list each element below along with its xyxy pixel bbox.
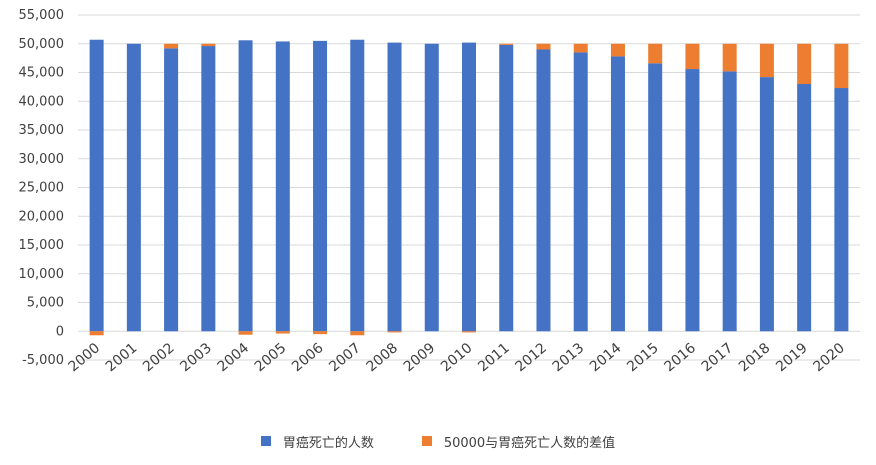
bar-series-2-2014 <box>610 43 625 57</box>
bar-series-2-2002 <box>164 43 179 49</box>
bar-series-2-2000 <box>89 331 104 336</box>
x-tick-label: 2004 <box>215 340 253 375</box>
bar-series-2-2010 <box>462 331 476 333</box>
bar-series-1-2012 <box>536 49 551 332</box>
y-tick-label: 55,000 <box>19 8 65 23</box>
x-tick-label: 2011 <box>475 340 513 375</box>
bar-series-2-2008 <box>387 331 402 333</box>
bar-series-2-2012 <box>536 43 551 50</box>
legend-item-series-1: 胃癌死亡的人数 <box>260 429 374 453</box>
bar-series-1-2002 <box>164 48 179 332</box>
x-tick-label: 2016 <box>661 340 699 375</box>
y-axis-ticks: -5,000 0 5,000 10,000 15,000 20,000 25,000 30,0… <box>19 8 65 368</box>
bar-series-1-2008 <box>387 42 402 332</box>
x-tick-label: 2002 <box>140 340 178 375</box>
bar-series-1-2015 <box>648 63 663 332</box>
bar-series-1-2005 <box>275 41 290 332</box>
x-tick-label: 2008 <box>364 340 402 375</box>
y-tick-label: 25,000 <box>19 181 65 196</box>
bar-series-2-2018 <box>759 43 774 78</box>
legend-label-series-1: 胃癌死亡的人数 <box>282 435 374 451</box>
y-tick-label: 10,000 <box>19 267 65 282</box>
bar-series-2-2007 <box>350 331 365 336</box>
bar-series-1-2010 <box>462 42 476 332</box>
bar-series-1-2014 <box>610 56 625 332</box>
bar-series-2-2019 <box>797 43 812 84</box>
x-tick-label: 2010 <box>438 340 476 375</box>
bar-series-1-2003 <box>201 46 216 332</box>
bar-series-2-2003 <box>201 43 216 47</box>
bar-series-2-2020 <box>834 43 849 89</box>
x-tick-label: 2003 <box>177 340 215 375</box>
legend-swatch-series-2 <box>421 436 432 446</box>
y-tick-label: 40,000 <box>19 94 65 109</box>
x-tick-label: 2015 <box>624 340 662 375</box>
y-tick-label: -5,000 <box>22 353 64 368</box>
bar-series-1-2000 <box>89 39 104 332</box>
bar-series-1-2013 <box>573 52 588 332</box>
bar-series-1-2004 <box>238 40 253 332</box>
y-tick-label: 35,000 <box>19 123 65 138</box>
y-tick-label: 45,000 <box>19 66 65 81</box>
x-tick-label: 2014 <box>587 340 625 375</box>
bar-series-1-2018 <box>759 77 774 332</box>
bar-series-1-2007 <box>350 39 365 332</box>
bar-series-1-2017 <box>722 71 737 332</box>
y-tick-label: 0 <box>56 324 64 339</box>
bar-series-1-2020 <box>834 88 849 332</box>
x-axis-ticks: 2000 2001 2002 2003 2004 2005 2006 2007 2008 2009… <box>66 340 848 375</box>
bar-series-1-2009 <box>424 43 439 332</box>
x-tick-label: 2000 <box>66 340 104 375</box>
bar-series-2-2015 <box>648 43 663 64</box>
legend: 胃癌死亡的人数 50000与胃癌死亡人数的差值 <box>0 429 876 453</box>
bars <box>89 39 849 336</box>
x-tick-label: 2017 <box>699 340 737 375</box>
x-tick-label: 2001 <box>103 340 141 375</box>
y-tick-label: 20,000 <box>19 209 65 224</box>
bar-series-2-2017 <box>722 43 737 72</box>
y-tick-label: 30,000 <box>19 152 65 167</box>
legend-label-series-2: 50000与胃癌死亡人数的差值 <box>443 435 616 451</box>
x-tick-label: 2018 <box>736 340 774 375</box>
bar-series-2-2013 <box>573 43 588 53</box>
x-tick-label: 2019 <box>773 340 811 375</box>
y-tick-label: 15,000 <box>19 238 65 253</box>
x-tick-label: 2007 <box>326 340 364 375</box>
bar-series-2-2004 <box>238 331 253 335</box>
bar-series-2-2011 <box>499 43 514 45</box>
legend-item-series-2: 50000与胃癌死亡人数的差值 <box>421 429 616 453</box>
bar-series-1-2006 <box>313 40 328 332</box>
bar-series-1-2016 <box>685 69 700 332</box>
bar-series-2-2006 <box>313 331 328 335</box>
bar-series-1-2019 <box>797 84 812 332</box>
x-tick-label: 2020 <box>810 340 848 375</box>
bar-series-1-2001 <box>126 43 141 332</box>
bar-series-2-2016 <box>685 43 700 70</box>
bar-series-2-2005 <box>275 331 290 334</box>
x-tick-label: 2013 <box>550 340 588 375</box>
x-tick-label: 2006 <box>289 340 327 375</box>
bar-series-1-2011 <box>499 44 514 332</box>
y-tick-label: 50,000 <box>19 37 65 52</box>
y-tick-label: 5,000 <box>27 296 64 311</box>
x-tick-label: 2012 <box>512 340 550 375</box>
legend-swatch-series-1 <box>260 436 271 446</box>
x-tick-label: 2009 <box>401 340 439 375</box>
x-tick-label: 2005 <box>252 340 290 375</box>
